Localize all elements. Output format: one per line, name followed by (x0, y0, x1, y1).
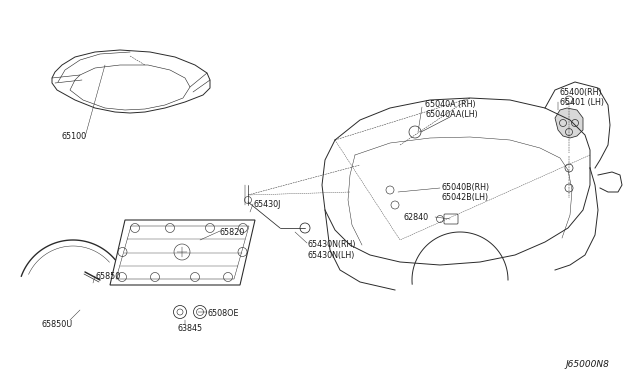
Text: 65430N(RH): 65430N(RH) (308, 240, 356, 249)
Text: 65820: 65820 (220, 228, 245, 237)
Text: 65850: 65850 (95, 272, 120, 281)
Text: 65042B(LH): 65042B(LH) (442, 193, 489, 202)
Text: 62840: 62840 (403, 213, 428, 222)
Text: 65040A (RH): 65040A (RH) (425, 100, 476, 109)
Text: 65400(RH): 65400(RH) (560, 88, 603, 97)
Polygon shape (555, 108, 583, 138)
Text: J65000N8: J65000N8 (565, 360, 609, 369)
Text: 65100: 65100 (62, 132, 87, 141)
Text: 6508OE: 6508OE (208, 309, 239, 318)
Text: 65401 (LH): 65401 (LH) (560, 98, 604, 107)
Text: 65430J: 65430J (254, 200, 282, 209)
Text: 65430N(LH): 65430N(LH) (308, 251, 355, 260)
Text: 65850U: 65850U (42, 320, 73, 329)
Text: 63845: 63845 (178, 324, 203, 333)
Text: 65040AA(LH): 65040AA(LH) (425, 110, 477, 119)
Text: 65040B(RH): 65040B(RH) (442, 183, 490, 192)
